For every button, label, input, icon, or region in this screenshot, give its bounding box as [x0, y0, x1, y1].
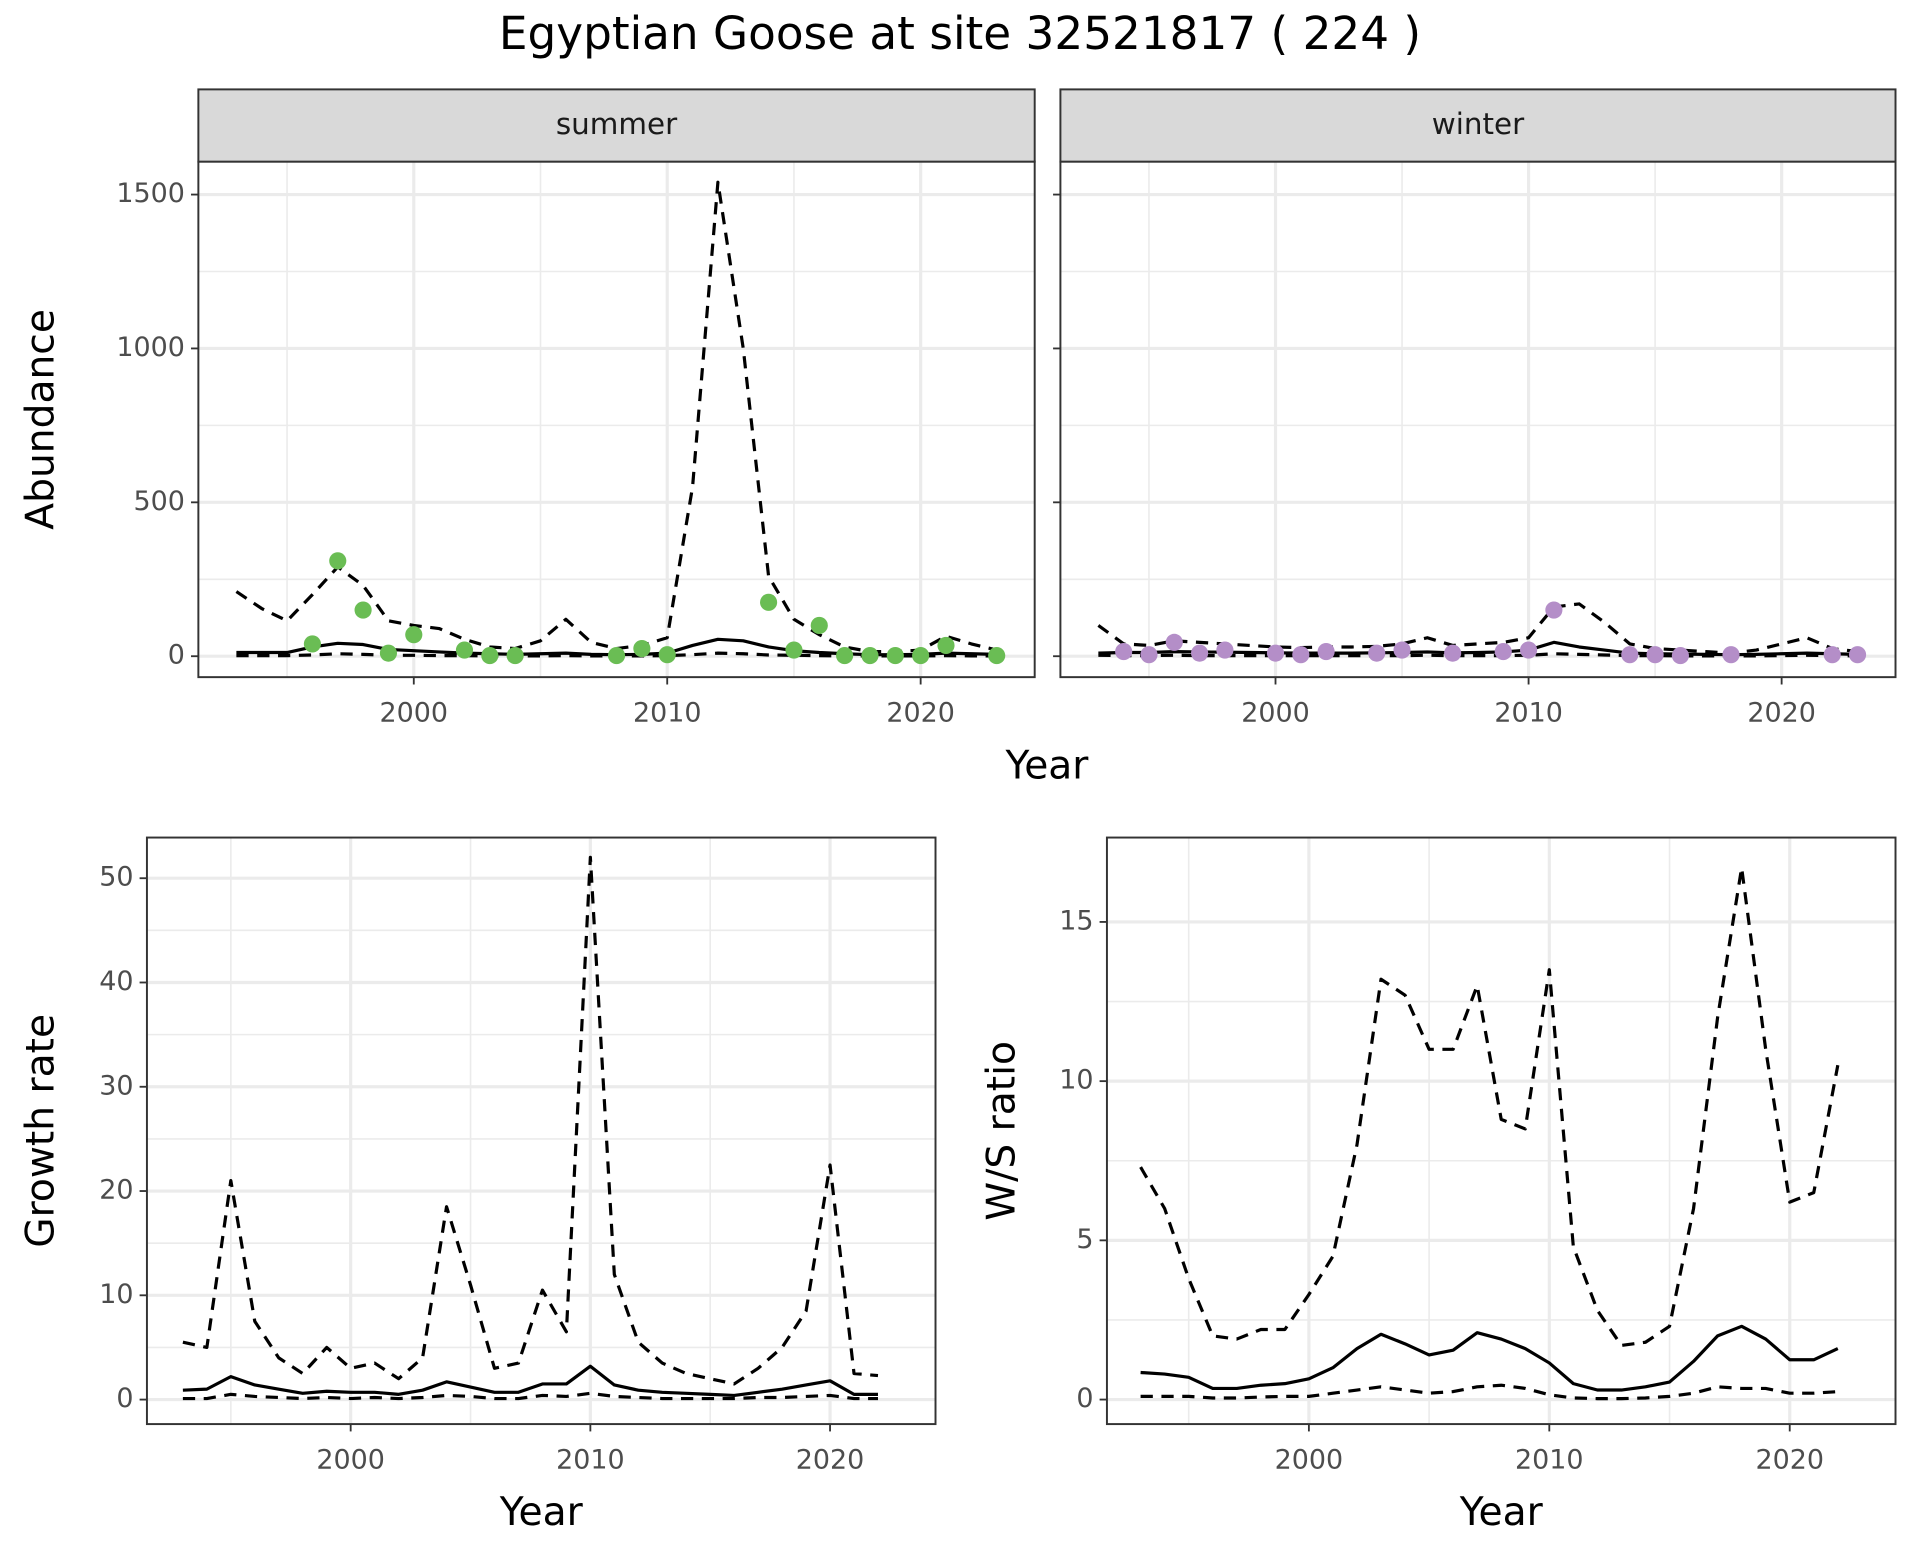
- panel-border: [1105, 836, 1897, 1426]
- line-series: [182, 855, 879, 1386]
- data-point: [1165, 633, 1183, 651]
- data-point: [1115, 643, 1133, 661]
- data-point: [1317, 643, 1335, 661]
- x-tick-label: 2010: [633, 697, 702, 728]
- facet-label: summer: [556, 107, 678, 141]
- data-point: [886, 647, 904, 665]
- panel-background: [198, 161, 1035, 678]
- data-point: [1216, 641, 1234, 659]
- data-point: [607, 647, 626, 665]
- y-tick-label: 10: [99, 1279, 133, 1310]
- x-tick-label: 2020: [1747, 697, 1816, 728]
- panel-background: [1106, 837, 1896, 1425]
- data-point: [481, 647, 499, 665]
- x-tick-label: 2000: [1275, 1444, 1344, 1475]
- data-point: [836, 647, 854, 665]
- data-point: [1520, 641, 1538, 659]
- y-axis-label: Growth rate: [18, 1014, 63, 1248]
- x-tick-label: 2010: [556, 1444, 625, 1475]
- data-point: [455, 641, 474, 659]
- data-point: [1191, 644, 1209, 662]
- x-tick-label: 2010: [1494, 697, 1563, 728]
- x-tick-label: 2000: [1241, 697, 1310, 728]
- data-point: [1368, 644, 1386, 662]
- data-point: [937, 636, 955, 655]
- data-point: [1266, 644, 1285, 662]
- data-point: [912, 647, 930, 665]
- y-tick-label: 20: [99, 1175, 133, 1206]
- y-tick-label: 1500: [116, 178, 185, 209]
- x-tick-label: 2020: [886, 697, 955, 728]
- y-tick-label: 0: [116, 1383, 133, 1414]
- y-tick-label: 50: [99, 862, 133, 893]
- line-series: [1140, 1383, 1838, 1401]
- data-point: [405, 626, 423, 644]
- y-tick-label: 5: [1076, 1224, 1093, 1255]
- y-tick-label: 0: [1076, 1383, 1093, 1414]
- data-point: [329, 552, 347, 570]
- data-point: [1444, 644, 1462, 662]
- y-tick-label: 0: [168, 640, 185, 671]
- line-series: [1140, 1324, 1839, 1392]
- x-tick-label: 2020: [796, 1444, 865, 1475]
- facet-label: winter: [1432, 107, 1525, 141]
- data-point: [303, 635, 321, 653]
- y-tick-label: 40: [99, 966, 133, 997]
- x-axis-label: Year: [1004, 743, 1089, 788]
- y-tick-label: 30: [99, 1070, 133, 1101]
- y-tick-label: 10: [1059, 1065, 1093, 1096]
- data-point: [1848, 646, 1867, 664]
- data-point: [1545, 601, 1563, 619]
- data-point: [506, 647, 524, 665]
- data-point: [1621, 646, 1639, 664]
- panel-border: [145, 836, 937, 1426]
- x-tick-label: 2020: [1755, 1444, 1824, 1475]
- data-point: [633, 639, 651, 658]
- x-axis-label: Year: [1459, 1490, 1544, 1535]
- data-point: [354, 601, 372, 619]
- data-point: [760, 593, 778, 611]
- data-point: [1292, 646, 1310, 664]
- y-tick-label: 1000: [116, 332, 185, 363]
- x-tick-label: 2000: [380, 697, 449, 728]
- x-axis-label: Year: [499, 1490, 584, 1535]
- line-series: [182, 1364, 878, 1397]
- data-point: [1140, 646, 1158, 664]
- data-point: [785, 641, 803, 659]
- data-point: [861, 647, 879, 665]
- data-point: [658, 646, 676, 664]
- x-tick-label: 2010: [1515, 1444, 1584, 1475]
- y-axis-label: Abundance: [18, 309, 63, 530]
- data-point: [1722, 646, 1740, 664]
- figure-title: Egyptian Goose at site 32521817 ( 224 ): [499, 7, 1421, 60]
- line-series: [1139, 866, 1840, 1348]
- y-axis-label: W/S ratio: [980, 1041, 1025, 1221]
- data-point: [988, 647, 1006, 665]
- data-point: [379, 644, 398, 662]
- panel-background: [146, 837, 936, 1425]
- x-tick-label: 2000: [316, 1444, 385, 1475]
- data-point: [1646, 646, 1664, 664]
- data-point: [810, 616, 828, 635]
- data-point: [1393, 641, 1411, 659]
- facet-strip: [1059, 88, 1897, 163]
- facet-strip: [197, 88, 1036, 163]
- data-point: [1823, 646, 1841, 664]
- data-point: [1494, 643, 1512, 661]
- y-tick-label: 500: [134, 486, 185, 517]
- y-tick-label: 15: [1059, 905, 1093, 936]
- data-point: [1671, 647, 1689, 665]
- panel-background: [1060, 161, 1896, 678]
